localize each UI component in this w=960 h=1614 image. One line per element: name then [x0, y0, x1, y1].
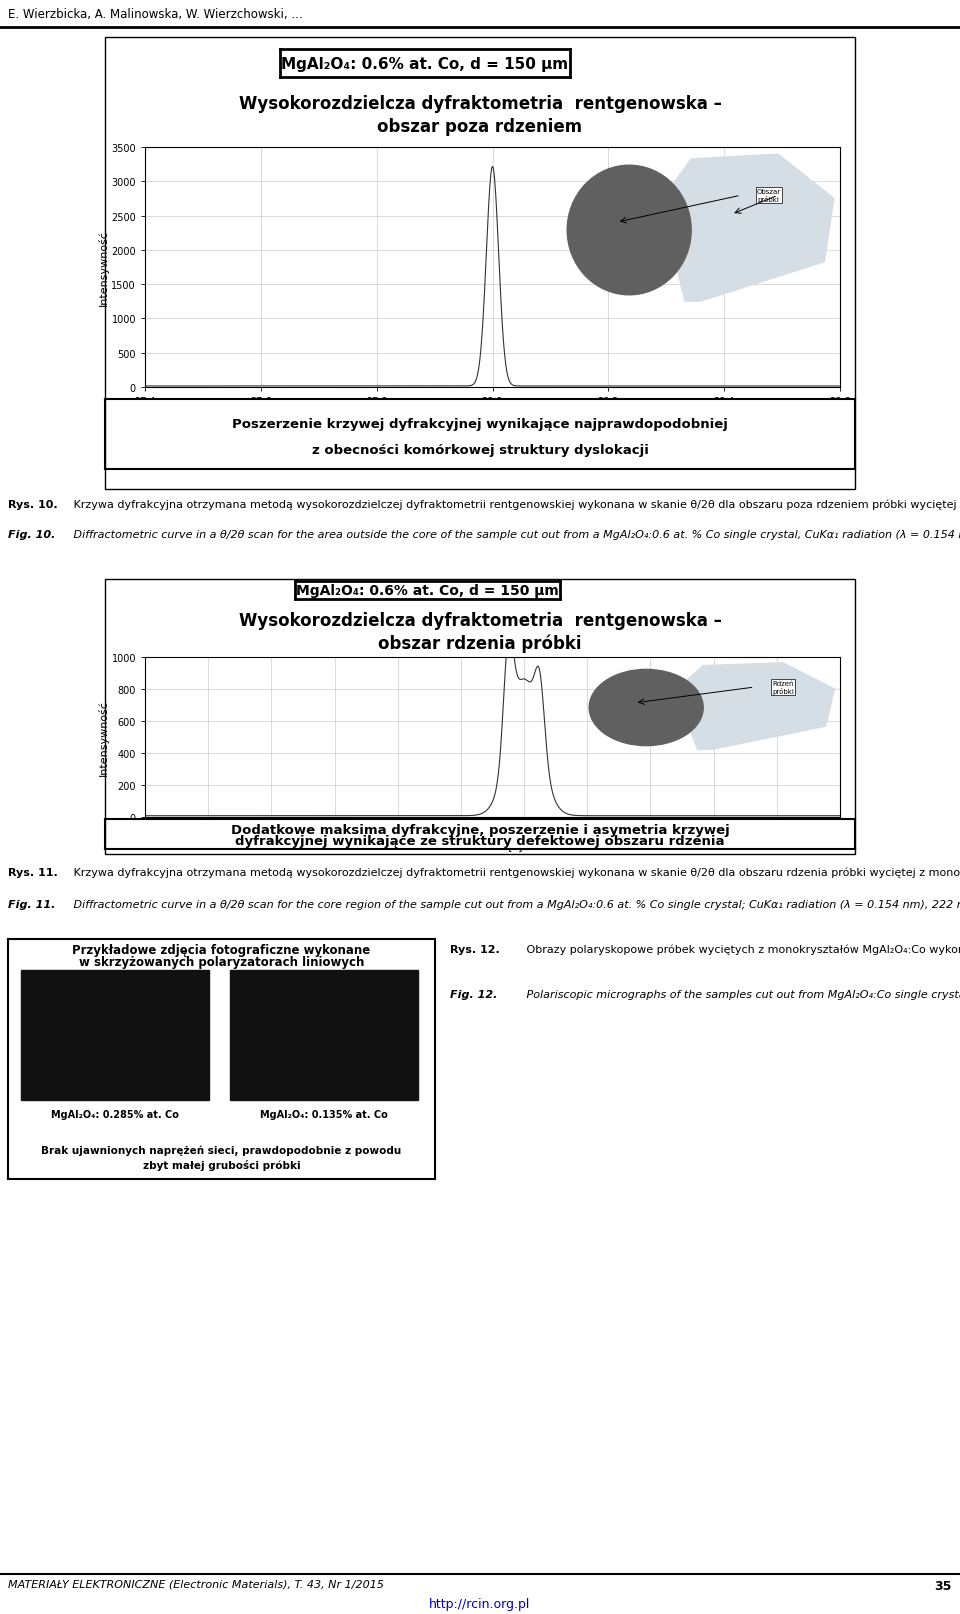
Text: Diffractometric curve in a θ/2θ scan for the area outside the core of the sample: Diffractometric curve in a θ/2θ scan for… [70, 529, 960, 539]
Y-axis label: Intensywność: Intensywność [98, 699, 108, 775]
Text: Krzywa dyfrakcyjna otrzymana metodą wysokorozdzielczej dyfraktometrii rentgenows: Krzywa dyfrakcyjna otrzymana metodą wyso… [70, 867, 960, 878]
Text: Diffractometric curve in a θ/2θ scan for the core region of the sample cut out f: Diffractometric curve in a θ/2θ scan for… [70, 899, 960, 909]
Text: Obszar
próbki: Obszar próbki [756, 189, 780, 203]
Text: Rdzeń
próbki: Rdzeń próbki [772, 681, 794, 694]
Text: Brak ujawnionych naprężeń sieci, prawdopodobnie z powodu: Brak ujawnionych naprężeń sieci, prawdop… [41, 1146, 401, 1156]
Text: Wysokorozdzielcza dyfraktometria  rentgenowska –: Wysokorozdzielcza dyfraktometria rentgen… [239, 612, 721, 629]
Bar [230, 970, 418, 1101]
Y-axis label: Intensywność: Intensywność [98, 229, 108, 305]
Text: Krzywa dyfrakcyjna otrzymana metodą wysokorozdzielczej dyfraktometrii rentgenows: Krzywa dyfrakcyjna otrzymana metodą wyso… [70, 500, 960, 510]
Text: Rys. 12.: Rys. 12. [450, 944, 500, 954]
Text: Fig. 11.: Fig. 11. [8, 899, 56, 909]
Text: 35: 35 [935, 1578, 952, 1591]
Polygon shape [660, 155, 834, 302]
Text: obszar poza rdzeniem: obszar poza rdzeniem [377, 118, 583, 136]
Text: obszar rdzenia próbki: obszar rdzenia próbki [378, 634, 582, 654]
Text: MgAl₂O₄: 0.6% at. Co, d = 150 μm: MgAl₂O₄: 0.6% at. Co, d = 150 μm [296, 584, 559, 597]
Text: Rys. 11.: Rys. 11. [8, 867, 58, 878]
Text: MgAl₂O₄: 0.135% at. Co: MgAl₂O₄: 0.135% at. Co [260, 1109, 388, 1120]
Ellipse shape [589, 670, 703, 746]
Text: Fig. 10.: Fig. 10. [8, 529, 56, 539]
Text: MgAl₂O₄: 0.285% at. Co: MgAl₂O₄: 0.285% at. Co [51, 1109, 179, 1120]
Text: Polariscopic micrographs of the samples cut out from MgAl₂O₄:Co single crystals;: Polariscopic micrographs of the samples … [523, 989, 960, 999]
Text: Rys. 10.: Rys. 10. [8, 500, 58, 510]
Text: http://rcin.org.pl: http://rcin.org.pl [429, 1596, 531, 1611]
Text: dyfrakcyjnej wynikające ze struktury defektowej obszaru rdzenia: dyfrakcyjnej wynikające ze struktury def… [235, 834, 725, 847]
Ellipse shape [567, 166, 691, 295]
Polygon shape [675, 663, 834, 751]
Text: MATERIAŁY ELEKTRONICZNE (Electronic Materials), T. 43, Nr 1/2015: MATERIAŁY ELEKTRONICZNE (Electronic Mate… [8, 1578, 384, 1590]
Text: Poszerzenie krzywej dyfrakcyjnej wynikające najprawdopodobniej: Poszerzenie krzywej dyfrakcyjnej wynikaj… [232, 418, 728, 431]
Text: Przykładowe zdjęcia fotograficzne wykonane: Przykładowe zdjęcia fotograficzne wykona… [72, 944, 371, 957]
X-axis label: 2 Theta [°]: 2 Theta [°] [463, 841, 523, 851]
Text: Dodatkowe maksima dyfrakcyjne, poszerzenie i asymetria krzywej: Dodatkowe maksima dyfrakcyjne, poszerzen… [230, 823, 730, 836]
Text: Wysokorozdzielcza dyfraktometria  rentgenowska –: Wysokorozdzielcza dyfraktometria rentgen… [239, 95, 721, 113]
Text: z obecności komórkowej struktury dyslokacji: z obecności komórkowej struktury dysloka… [312, 444, 648, 457]
X-axis label: 2 Theta [°]: 2 Theta [°] [463, 412, 523, 423]
Text: Fig. 12.: Fig. 12. [450, 989, 497, 999]
Text: MgAl₂O₄: 0.6% at. Co, d = 150 μm: MgAl₂O₄: 0.6% at. Co, d = 150 μm [281, 56, 568, 71]
Text: w skrzyżowanych polaryzatorach liniowych: w skrzyżowanych polaryzatorach liniowych [79, 955, 364, 968]
Bar [21, 970, 208, 1101]
Text: Obrazy polaryskopowe próbek wyciętych z monokryształów MgAl₂O₄:Co wykonane w skr: Obrazy polaryskopowe próbek wyciętych z … [523, 944, 960, 955]
Text: E. Wierzbicka, A. Malinowska, W. Wierzchowski, ...: E. Wierzbicka, A. Malinowska, W. Wierzch… [8, 8, 302, 21]
Text: zbyt małej grubości próbki: zbyt małej grubości próbki [143, 1159, 300, 1170]
